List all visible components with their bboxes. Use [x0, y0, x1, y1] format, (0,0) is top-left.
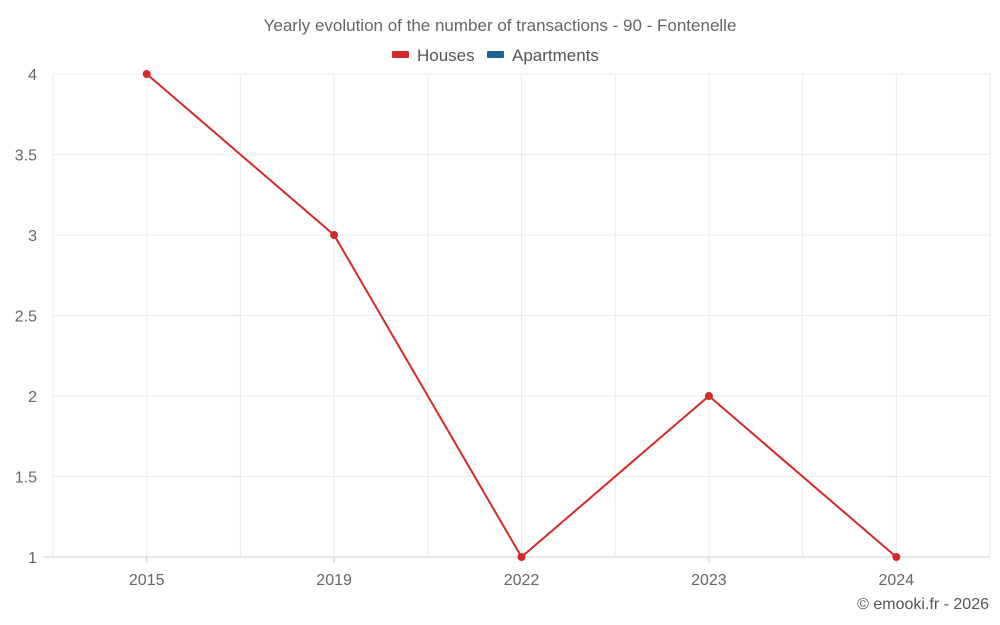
x-tick-label: 2023	[691, 572, 727, 589]
y-tick-label: 3	[28, 228, 37, 245]
y-tick-label: 1.5	[15, 470, 37, 487]
legend-label-apartments: Apartments	[512, 46, 599, 65]
y-tick-label: 4	[28, 67, 37, 84]
legend-swatch-apartments	[487, 51, 504, 58]
data-point-houses[interactable]	[704, 392, 713, 400]
x-tick-label: 2019	[316, 572, 352, 589]
series-houses	[142, 70, 901, 561]
y-tick-label: 2	[28, 389, 37, 406]
legend-label-houses: Houses	[417, 46, 475, 65]
x-tick-label: 2022	[504, 572, 540, 589]
legend-item-apartments[interactable]: Apartments	[487, 46, 599, 65]
data-point-houses[interactable]	[892, 553, 901, 561]
chart-title: Yearly evolution of the number of transa…	[264, 16, 737, 35]
x-tick-label: 2024	[879, 572, 915, 589]
legend: Houses Apartments	[392, 46, 599, 65]
y-tick-label: 2.5	[15, 309, 37, 326]
x-tick-label: 2015	[129, 572, 165, 589]
data-point-houses[interactable]	[517, 553, 526, 561]
axes: 1 1.5 2 2.5 3 3.5 4 2015 2019 2022 2023 2024	[15, 67, 990, 589]
credit-text: © emooki.fr - 2026	[857, 596, 989, 613]
legend-item-houses[interactable]: Houses	[392, 46, 475, 65]
data-point-houses[interactable]	[142, 70, 151, 78]
y-tick-label: 3.5	[15, 148, 37, 165]
gridlines	[52, 73, 991, 557]
legend-swatch-houses	[392, 51, 409, 58]
y-tick-label: 1	[28, 550, 37, 567]
data-point-houses[interactable]	[330, 231, 339, 239]
